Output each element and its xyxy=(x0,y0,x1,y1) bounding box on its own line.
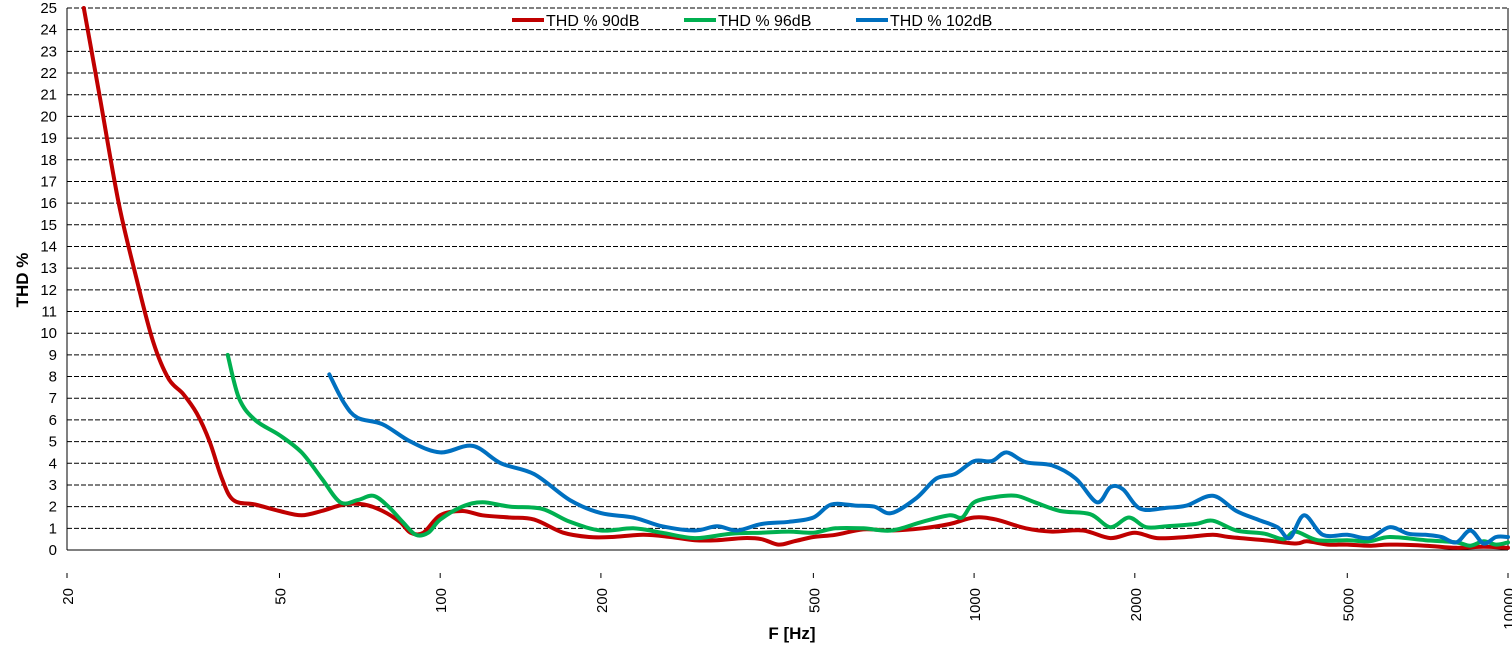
y-tick-label: 24 xyxy=(40,22,57,39)
y-tick-label: 21 xyxy=(40,87,57,104)
legend-item-1: THD % 90dB xyxy=(512,13,639,30)
y-tick-label: 22 xyxy=(40,65,57,82)
y-tick-label: 25 xyxy=(40,0,57,17)
y-tick-label: 11 xyxy=(41,304,57,321)
y-tick-label: 13 xyxy=(40,260,57,277)
y-tick-label: 8 xyxy=(49,369,57,386)
x-tick-label: 2000 xyxy=(1128,588,1145,621)
x-tick-label: 500 xyxy=(806,588,823,613)
y-tick-label: 15 xyxy=(40,217,57,234)
y-tick-label: 4 xyxy=(49,455,57,472)
x-tick-label: 200 xyxy=(594,588,611,613)
x-tick-label: 100 xyxy=(433,588,450,613)
y-tick-label: 10 xyxy=(40,325,57,342)
legend-label: THD % 90dB xyxy=(546,13,639,30)
legend-label: THD % 96dB xyxy=(718,13,811,30)
y-tick-label: 3 xyxy=(49,477,57,494)
series-line-2 xyxy=(225,352,1510,548)
y-tick-label: 6 xyxy=(49,412,57,429)
y-tick-label: 1 xyxy=(49,520,57,537)
series-line-1 xyxy=(81,6,1510,550)
x-tick-label: 10000 xyxy=(1501,588,1512,630)
legend: THD % 90dB THD % 96dB THD % 102dB xyxy=(512,13,992,30)
y-tick-label: 23 xyxy=(40,43,57,60)
y-tick-label: 14 xyxy=(40,238,57,255)
series-lines xyxy=(81,6,1510,550)
y-tick-label: 9 xyxy=(49,347,57,364)
y-tick-label: 5 xyxy=(49,434,57,451)
legend-item-2: THD % 96dB xyxy=(684,13,811,30)
x-tick-labels: 20 50 100 200 500 1000 2000 5000 10000 xyxy=(60,573,1512,630)
x-tick-label: 20 xyxy=(60,588,77,605)
y-tick-label: 12 xyxy=(40,282,57,299)
x-tick-label: 1000 xyxy=(967,588,984,621)
axes xyxy=(66,8,1509,550)
y-tick-label: 0 xyxy=(49,542,57,559)
series-line-3 xyxy=(327,372,1510,546)
y-tick-label: 17 xyxy=(40,173,57,190)
y-axis-title: THD % xyxy=(13,253,32,308)
x-tick-label: 5000 xyxy=(1340,588,1357,621)
x-tick-label: 50 xyxy=(272,588,289,605)
y-tick-label: 19 xyxy=(40,130,57,147)
y-tick-labels: 0123456789101112131415161718192021222324… xyxy=(40,0,57,559)
y-tick-label: 16 xyxy=(40,195,57,212)
y-tick-label: 2 xyxy=(49,499,57,516)
y-tick-label: 20 xyxy=(40,108,57,125)
legend-item-3: THD % 102dB xyxy=(856,13,992,30)
x-axis-title: F [Hz] xyxy=(768,624,815,643)
horizontal-gridlines xyxy=(67,7,1508,551)
legend-label: THD % 102dB xyxy=(890,13,992,30)
y-tick-label: 7 xyxy=(49,390,57,407)
y-tick-label: 18 xyxy=(40,152,57,169)
